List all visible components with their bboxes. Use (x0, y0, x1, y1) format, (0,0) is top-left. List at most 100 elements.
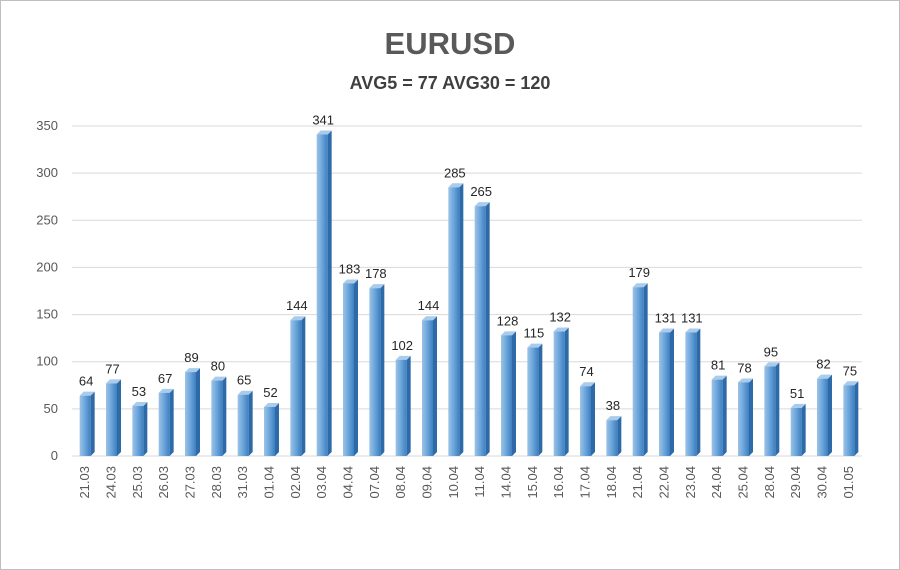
bar (580, 382, 595, 456)
bar (659, 328, 674, 456)
data-label: 144 (418, 298, 440, 313)
x-tick-label: 11.04 (472, 466, 487, 498)
data-label: 178 (365, 266, 387, 281)
x-tick-label: 31.03 (235, 466, 250, 499)
x-tick-label: 28.04 (762, 466, 777, 499)
data-label: 80 (211, 359, 225, 374)
chart-title: EURUSD (384, 26, 516, 61)
x-tick-label: 10.04 (446, 466, 461, 499)
x-tick-label: 30.04 (815, 466, 830, 499)
x-tick-label: 01.04 (262, 466, 277, 499)
data-label: 51 (790, 386, 804, 401)
data-label: 128 (497, 313, 519, 328)
x-tick-label: 21.04 (630, 466, 645, 499)
data-label: 89 (184, 350, 198, 365)
y-tick-label: 200 (36, 259, 58, 274)
data-label: 64 (79, 374, 93, 389)
bar (290, 316, 306, 456)
bar (474, 202, 490, 456)
bar (501, 331, 516, 456)
y-axis: 0 50 100 150 200 250 300 350 (36, 118, 58, 463)
x-tick-label: 25.03 (130, 466, 145, 499)
data-label: 131 (655, 310, 677, 325)
x-tick-label: 24.03 (104, 466, 119, 499)
x-tick-label: 22.04 (657, 466, 672, 499)
bar (764, 362, 780, 456)
data-labels: 64 77 53 67 89 80 65 52 144 341 183 178 102 144 285 265… (79, 112, 857, 413)
x-tick-label: 29.04 (788, 466, 803, 499)
x-tick-label: 07.04 (367, 466, 382, 499)
bar (264, 402, 279, 456)
bar (158, 388, 174, 456)
data-label: 95 (764, 344, 778, 359)
data-label: 78 (737, 360, 751, 375)
data-label: 131 (681, 310, 703, 325)
bar (316, 130, 332, 456)
bar (790, 403, 806, 456)
data-label: 265 (470, 184, 492, 199)
data-label: 285 (444, 165, 466, 180)
data-label: 81 (711, 358, 725, 373)
data-label: 144 (286, 298, 308, 313)
bar (711, 375, 727, 456)
x-tick-label: 02.04 (288, 466, 303, 499)
bar (422, 316, 437, 456)
data-label: 53 (132, 384, 146, 399)
x-tick-label: 14.04 (499, 466, 514, 499)
bar (211, 376, 227, 456)
bar (185, 368, 200, 456)
y-tick-label: 0 (51, 448, 58, 463)
bar (132, 402, 148, 456)
x-tick-label: 09.04 (420, 466, 435, 499)
data-label: 38 (606, 398, 620, 413)
bar (738, 378, 753, 456)
gridlines (72, 125, 862, 457)
bar (395, 355, 411, 456)
bar (448, 183, 464, 457)
x-tick-label: 03.04 (314, 466, 329, 499)
x-tick-label: 24.04 (709, 466, 724, 499)
x-tick-label: 15.04 (525, 466, 540, 499)
bar (79, 391, 95, 456)
bar (343, 279, 358, 456)
x-tick-label: 01.05 (841, 466, 856, 499)
bar (369, 284, 385, 456)
y-tick-label: 350 (36, 118, 58, 133)
x-tick-label: 23.04 (683, 466, 698, 499)
data-label: 341 (312, 112, 334, 127)
x-tick-label: 27.03 (183, 466, 198, 499)
bar (685, 328, 701, 456)
bar (843, 381, 859, 456)
y-tick-label: 150 (36, 307, 58, 322)
bar (606, 416, 622, 456)
data-label: 132 (549, 310, 571, 325)
bar (632, 283, 648, 456)
x-tick-label: 08.04 (393, 466, 408, 499)
data-label: 75 (843, 363, 857, 378)
bar (106, 379, 121, 456)
y-tick-label: 300 (36, 165, 58, 180)
data-label: 179 (628, 265, 650, 280)
bar (237, 390, 253, 456)
x-tick-label: 04.04 (341, 466, 356, 499)
data-label: 102 (391, 338, 413, 353)
data-label: 183 (339, 261, 361, 276)
data-label: 67 (158, 371, 172, 386)
x-tick-label: 18.04 (604, 466, 619, 499)
data-label: 82 (816, 357, 830, 372)
y-tick-label: 250 (36, 212, 58, 227)
data-label: 74 (579, 364, 593, 379)
bars (79, 130, 859, 457)
chart-subtitle: AVG5 = 77 AVG30 = 120 (349, 73, 551, 93)
y-tick-label: 100 (36, 354, 58, 369)
data-label: 115 (523, 326, 544, 341)
x-tick-label: 26.03 (156, 466, 171, 499)
bar (553, 327, 569, 456)
x-tick-label: 21.03 (77, 466, 92, 499)
bar (527, 343, 543, 456)
x-tick-label: 17.04 (578, 466, 593, 499)
data-label: 77 (105, 361, 119, 376)
data-label: 52 (263, 385, 277, 400)
bar (817, 374, 832, 456)
